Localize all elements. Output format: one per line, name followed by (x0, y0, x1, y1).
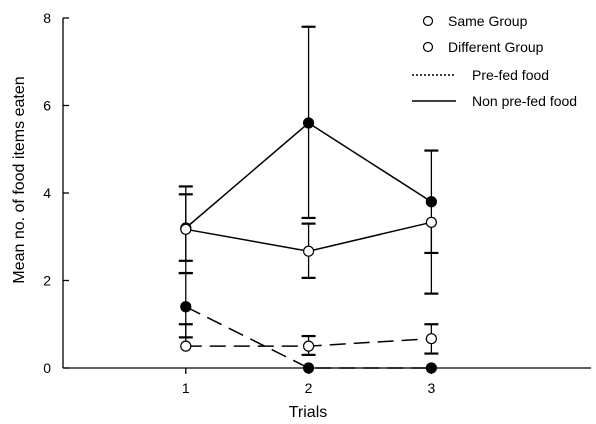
data-point (425, 196, 437, 208)
data-point (425, 362, 437, 374)
data-point (302, 340, 315, 352)
y-tick-label: 0 (43, 360, 51, 376)
data-point (302, 117, 315, 129)
series-layer (178, 25, 439, 374)
x-tick-label: 1 (182, 380, 190, 396)
data-point (180, 223, 192, 235)
legend-marker-open-circle (422, 41, 434, 53)
data-point (302, 362, 315, 374)
y-tick-label: 6 (43, 98, 51, 114)
series-line-2 (185, 306, 432, 369)
x-axis-title: Trials (289, 404, 328, 421)
y-tick-label: 4 (43, 185, 51, 201)
legend: Same Group Different Group Pre-fed food Non… (412, 13, 577, 109)
axes: 0 2 4 6 8 1 2 3 (43, 10, 591, 396)
data-point (180, 301, 192, 313)
y-tick-label: 8 (43, 10, 51, 26)
legend-marker-open-circle (422, 15, 434, 27)
legend-label: Pre-fed food (472, 67, 549, 83)
legend-label: Different Group (448, 39, 544, 55)
x-tick-label: 3 (427, 380, 435, 396)
y-axis-title: Mean no. of food items eaten (11, 76, 28, 283)
y-tick-label: 2 (43, 273, 51, 289)
data-point (180, 340, 192, 352)
legend-label: Non pre-fed food (472, 93, 577, 109)
x-tick-label: 2 (305, 380, 313, 396)
data-point (302, 245, 315, 257)
data-point (425, 333, 437, 345)
legend-label: Same Group (448, 13, 528, 29)
data-point (425, 216, 437, 228)
